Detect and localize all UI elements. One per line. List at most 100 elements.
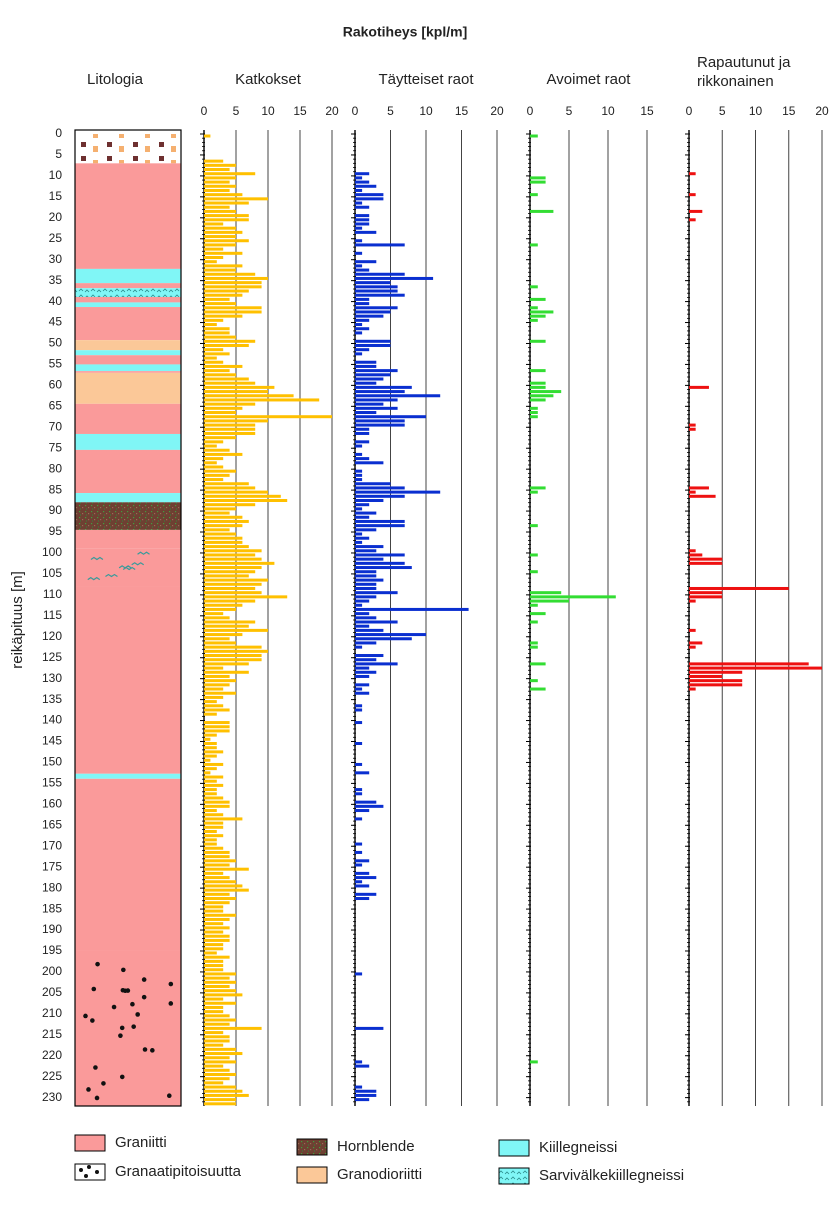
bar [204,947,224,951]
bar [204,863,230,867]
garnet-dot [122,988,128,994]
bar [355,662,398,666]
bar [530,318,538,322]
bar [355,553,405,557]
lithology-interval [75,288,181,297]
bar [355,549,377,553]
bar [355,398,398,402]
bar [355,444,363,448]
bar [204,222,224,226]
bar [355,499,384,502]
bar [204,599,256,603]
bar [689,679,743,683]
bar [355,603,363,607]
bar [204,419,268,423]
garnet-dot [95,961,100,967]
bar [355,285,398,289]
bar [204,503,256,507]
bar [204,813,224,817]
bar [355,708,363,712]
bar [355,377,384,381]
bar [204,985,230,988]
bar [355,683,370,687]
bar [204,1060,236,1064]
bar [204,289,249,293]
bar [689,586,789,590]
bar [204,356,217,360]
legend-swatch [296,1138,328,1156]
bar [689,218,696,222]
bar [689,591,723,595]
bar [689,172,696,176]
bar [530,591,562,595]
bar [204,796,224,800]
garnet-dot [121,967,126,973]
lithology-interval [75,773,181,779]
bar [355,800,377,804]
bar [355,897,370,901]
bar [204,1056,230,1060]
bar [204,1010,224,1014]
bar [204,197,268,201]
legend-swatch [74,1163,106,1181]
bar [530,570,538,574]
y-tick-label: 135 [42,692,62,706]
bar [204,683,230,687]
y-tick-label: 15 [49,189,63,203]
bar [355,306,398,310]
lithology-interval [75,307,181,341]
bar [689,486,709,490]
bar [204,457,224,461]
bar [204,193,243,197]
panel-title: Rapautunut ja rikkonainen [697,54,791,90]
garnet-dot [131,1024,136,1029]
bar [355,884,370,888]
bar [204,892,230,896]
bar [355,624,370,628]
bar [530,553,538,557]
bar [355,612,370,616]
bar [204,574,249,578]
bar [355,658,377,662]
bar [355,545,384,549]
y-tick-label: 160 [42,797,62,811]
garnet-dot [119,1025,125,1031]
bar [204,297,230,301]
bar [204,415,332,419]
bar [204,792,217,796]
y-tick-label: 155 [42,776,62,790]
lithology-interval [75,350,181,356]
bar [204,859,236,863]
bar [204,209,236,213]
y-tick-label: 230 [42,1090,62,1104]
bar [530,285,538,289]
bar [355,607,469,611]
bar [204,398,320,402]
bar [204,913,236,917]
bar [355,314,384,318]
bar [355,859,370,863]
bar [355,532,363,536]
bar [530,490,538,494]
bar [204,926,230,930]
bar [204,499,288,502]
bar [204,834,224,838]
bar [204,968,224,972]
bar [204,1077,230,1081]
bar [355,323,363,327]
x-tick-label: 15 [293,104,307,118]
bar [204,285,262,289]
bar [204,888,249,892]
garnet-dot [119,1074,125,1080]
bar [204,293,243,297]
garnet-dot [118,1033,123,1038]
bar [355,302,370,306]
bar [355,184,377,188]
bar [355,486,405,490]
bar [204,725,230,729]
bar [204,381,256,385]
bar [204,423,256,427]
garnet-dot [130,1001,135,1007]
bar [204,637,230,641]
